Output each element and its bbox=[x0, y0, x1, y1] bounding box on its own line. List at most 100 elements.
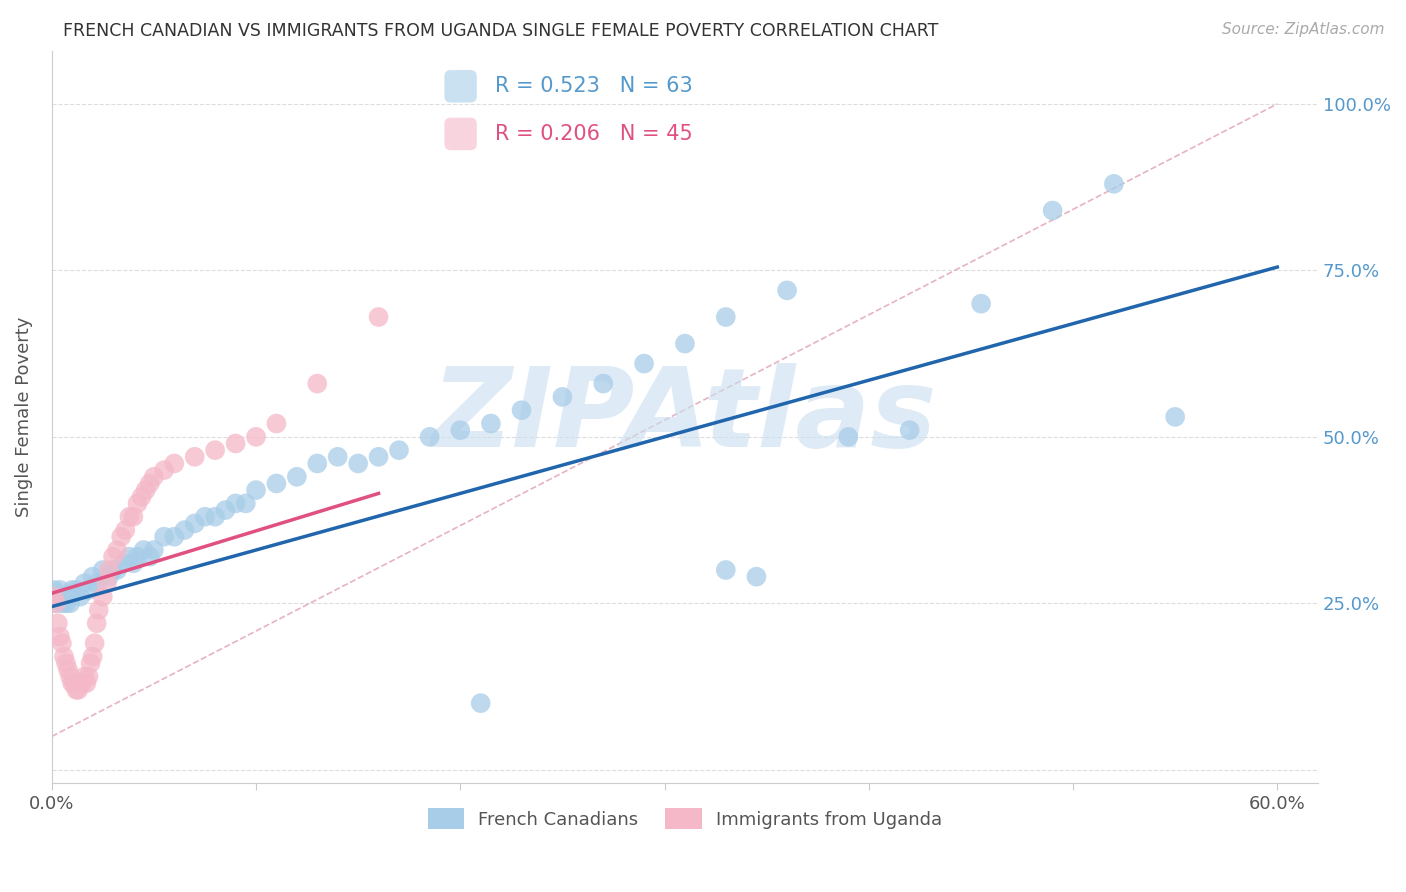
Immigrants from Uganda bbox=[67, 682, 90, 697]
Immigrants from Uganda bbox=[91, 590, 114, 604]
Immigrants from Uganda bbox=[76, 676, 98, 690]
French Canadians bbox=[55, 596, 77, 610]
Immigrants from Uganda bbox=[51, 636, 73, 650]
Immigrants from Uganda bbox=[65, 682, 87, 697]
Text: R = 0.523   N = 63: R = 0.523 N = 63 bbox=[495, 77, 693, 96]
French Canadians bbox=[1042, 203, 1064, 218]
Immigrants from Uganda bbox=[79, 657, 101, 671]
Immigrants from Uganda bbox=[83, 636, 105, 650]
Legend: French Canadians, Immigrants from Uganda: French Canadians, Immigrants from Uganda bbox=[420, 801, 949, 837]
French Canadians bbox=[776, 284, 799, 298]
French Canadians bbox=[42, 582, 65, 597]
French Canadians bbox=[173, 523, 195, 537]
French Canadians bbox=[51, 596, 73, 610]
Immigrants from Uganda bbox=[101, 549, 124, 564]
French Canadians bbox=[326, 450, 349, 464]
French Canadians bbox=[118, 549, 141, 564]
French Canadians bbox=[214, 503, 236, 517]
Immigrants from Uganda bbox=[127, 496, 149, 510]
French Canadians bbox=[60, 582, 83, 597]
French Canadians bbox=[53, 590, 76, 604]
Immigrants from Uganda bbox=[163, 457, 186, 471]
French Canadians bbox=[245, 483, 267, 497]
French Canadians bbox=[1164, 409, 1187, 424]
French Canadians bbox=[745, 569, 768, 583]
French Canadians bbox=[59, 596, 82, 610]
French Canadians bbox=[970, 296, 993, 310]
Text: FRENCH CANADIAN VS IMMIGRANTS FROM UGANDA SINGLE FEMALE POVERTY CORRELATION CHAR: FRENCH CANADIAN VS IMMIGRANTS FROM UGAND… bbox=[63, 22, 939, 40]
French Canadians bbox=[132, 543, 155, 558]
Immigrants from Uganda bbox=[122, 509, 145, 524]
French Canadians bbox=[204, 509, 226, 524]
French Canadians bbox=[673, 336, 696, 351]
Immigrants from Uganda bbox=[135, 483, 157, 497]
Immigrants from Uganda bbox=[82, 649, 104, 664]
French Canadians bbox=[510, 403, 533, 417]
Text: R = 0.206   N = 45: R = 0.206 N = 45 bbox=[495, 124, 693, 144]
Immigrants from Uganda bbox=[46, 616, 69, 631]
French Canadians bbox=[225, 496, 247, 510]
Immigrants from Uganda bbox=[204, 443, 226, 458]
French Canadians bbox=[73, 576, 96, 591]
Immigrants from Uganda bbox=[183, 450, 205, 464]
French Canadians bbox=[183, 516, 205, 531]
French Canadians bbox=[142, 543, 165, 558]
French Canadians bbox=[285, 470, 308, 484]
French Canadians bbox=[388, 443, 411, 458]
French Canadians bbox=[69, 590, 91, 604]
Immigrants from Uganda bbox=[139, 476, 162, 491]
French Canadians bbox=[163, 530, 186, 544]
Immigrants from Uganda bbox=[118, 509, 141, 524]
Immigrants from Uganda bbox=[367, 310, 389, 324]
Immigrants from Uganda bbox=[77, 669, 100, 683]
French Canadians bbox=[82, 569, 104, 583]
French Canadians bbox=[86, 576, 108, 591]
Immigrants from Uganda bbox=[45, 596, 67, 610]
French Canadians bbox=[592, 376, 614, 391]
French Canadians bbox=[714, 310, 737, 324]
French Canadians bbox=[266, 476, 288, 491]
Immigrants from Uganda bbox=[225, 436, 247, 450]
French Canadians bbox=[898, 423, 921, 437]
French Canadians bbox=[46, 590, 69, 604]
French Canadians bbox=[153, 530, 176, 544]
French Canadians bbox=[77, 582, 100, 597]
French Canadians bbox=[127, 549, 149, 564]
French Canadians bbox=[470, 696, 492, 710]
French Canadians bbox=[307, 457, 329, 471]
French Canadians bbox=[45, 596, 67, 610]
French Canadians bbox=[112, 557, 135, 571]
Text: ZIPAtlas: ZIPAtlas bbox=[432, 363, 938, 470]
Y-axis label: Single Female Poverty: Single Female Poverty bbox=[15, 317, 32, 517]
Immigrants from Uganda bbox=[73, 669, 96, 683]
Immigrants from Uganda bbox=[114, 523, 136, 537]
Immigrants from Uganda bbox=[60, 676, 83, 690]
Immigrants from Uganda bbox=[153, 463, 176, 477]
French Canadians bbox=[65, 582, 87, 597]
French Canadians bbox=[49, 582, 72, 597]
Text: Source: ZipAtlas.com: Source: ZipAtlas.com bbox=[1222, 22, 1385, 37]
French Canadians bbox=[56, 590, 79, 604]
Immigrants from Uganda bbox=[131, 490, 153, 504]
Immigrants from Uganda bbox=[142, 470, 165, 484]
Immigrants from Uganda bbox=[49, 630, 72, 644]
French Canadians bbox=[139, 549, 162, 564]
French Canadians bbox=[101, 563, 124, 577]
Immigrants from Uganda bbox=[307, 376, 329, 391]
Immigrants from Uganda bbox=[96, 576, 118, 591]
Immigrants from Uganda bbox=[110, 530, 132, 544]
Immigrants from Uganda bbox=[105, 543, 128, 558]
Immigrants from Uganda bbox=[245, 430, 267, 444]
Immigrants from Uganda bbox=[53, 649, 76, 664]
French Canadians bbox=[122, 557, 145, 571]
Immigrants from Uganda bbox=[87, 603, 110, 617]
French Canadians bbox=[347, 457, 370, 471]
French Canadians bbox=[105, 563, 128, 577]
French Canadians bbox=[194, 509, 217, 524]
French Canadians bbox=[449, 423, 471, 437]
French Canadians bbox=[1102, 177, 1125, 191]
French Canadians bbox=[419, 430, 441, 444]
Immigrants from Uganda bbox=[97, 563, 120, 577]
French Canadians bbox=[235, 496, 257, 510]
French Canadians bbox=[91, 563, 114, 577]
